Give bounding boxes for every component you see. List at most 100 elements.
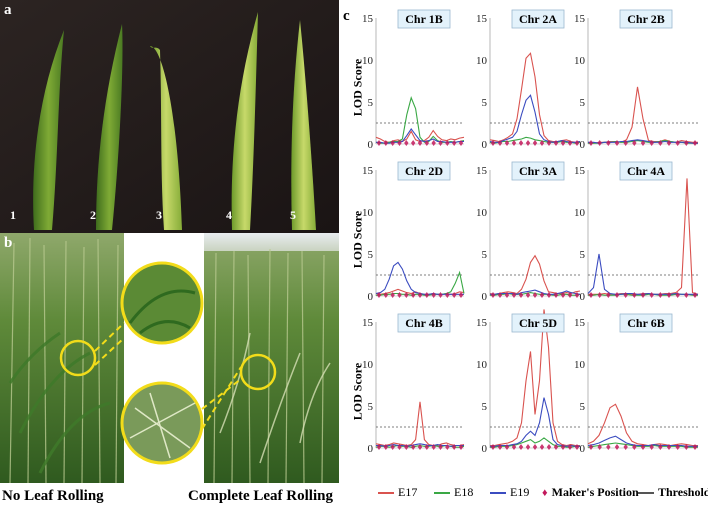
y-tick-label: 0 — [482, 291, 488, 303]
series-e18-chr-2d — [376, 270, 465, 296]
y-tick-label: 10 — [362, 359, 374, 371]
marker-diamond — [417, 292, 423, 298]
marker-diamond — [518, 292, 524, 298]
marker-diamond — [397, 140, 402, 146]
marker-diamond — [451, 444, 457, 450]
leaves-illustration — [0, 0, 339, 233]
chart-title-chr-2b: Chr 2B — [627, 12, 664, 26]
marker-diamond — [567, 444, 573, 450]
legend-swatch-e19 — [490, 492, 506, 495]
chart-title-chr-5d: Chr 5D — [519, 316, 557, 330]
marker-diamond — [692, 292, 698, 298]
marker-diamond — [376, 292, 382, 298]
chart-title-box-chr-4a — [619, 161, 673, 181]
panel-label-b: b — [4, 235, 13, 251]
chart-title-chr-3a: Chr 3A — [519, 164, 557, 178]
marker-diamond — [658, 140, 663, 146]
marker-diamond — [410, 140, 416, 146]
marker-diamond — [404, 140, 409, 146]
caption-complete-leaf-rolling: Complete Leaf Rolling — [188, 488, 333, 504]
marker-diamond — [539, 292, 545, 298]
legend-swatch-e17 — [378, 492, 394, 495]
marker-diamond — [553, 292, 559, 298]
y-tick-label: 15 — [476, 317, 488, 329]
marker-diamond — [376, 444, 382, 450]
series-e17-chr-3a — [489, 254, 581, 295]
chart-chr-2a: 0 5 10 15 Chr 2A — [476, 9, 581, 151]
legend-item-e17: E17 — [378, 485, 417, 500]
marker-diamond — [424, 140, 430, 146]
marker-diamond — [431, 140, 436, 146]
marker-diamond — [640, 444, 646, 450]
marker-diamond — [546, 292, 552, 298]
legend-item-e19: E19 — [490, 485, 529, 500]
marker-diamond — [417, 140, 423, 146]
marker-diamond — [560, 292, 566, 298]
marker-diamond — [445, 292, 450, 298]
marker-diamond — [511, 292, 517, 298]
y-tick-label: 15 — [574, 317, 586, 329]
marker-diamond — [397, 444, 402, 450]
marker-diamond — [546, 140, 552, 146]
y-tick-label: 15 — [476, 13, 488, 25]
y-tick-label: 15 — [476, 165, 488, 177]
leaf-2 — [96, 24, 123, 230]
panel-a-photo: a 1 2 3 4 5 — [0, 0, 339, 233]
legend-label-threshold: Threshold 2.5 — [658, 485, 708, 499]
chart-title-box-chr-2a — [511, 9, 565, 29]
chart-title-box-chr-4b — [397, 313, 451, 333]
series-e18-chr-2a — [489, 136, 581, 144]
y-tick-label: 10 — [574, 207, 586, 219]
series-e17-chr-2a — [489, 52, 581, 143]
y-tick-label: 5 — [482, 97, 488, 109]
marker-diamond — [504, 140, 510, 146]
marker-diamond — [649, 444, 654, 450]
marker-diamond — [574, 292, 580, 298]
series-e18-chr-1b — [375, 96, 465, 144]
marker-diamond — [675, 140, 680, 146]
chart-title-chr-4b: Chr 4B — [405, 316, 442, 330]
marker-diamond — [390, 292, 395, 298]
marker-diamond — [532, 140, 538, 146]
marker-diamond — [438, 292, 443, 298]
y-tick-label: 0 — [368, 291, 374, 303]
marker-diamond — [376, 140, 382, 146]
marker-diamond — [640, 292, 646, 298]
chart-chr-2d: 0 5 10 15 Chr 2D — [362, 161, 465, 303]
marker-diamond — [574, 444, 580, 450]
leaf-number-1: 1 — [10, 208, 16, 222]
series-e19-chr-3a — [490, 289, 581, 295]
marker-diamond — [511, 140, 517, 146]
legend-label-e18: E18 — [454, 485, 474, 499]
marker-diamond — [539, 444, 545, 450]
marker-diamond — [684, 444, 689, 450]
y-tick-label: 5 — [368, 249, 374, 261]
marker-diamond — [445, 140, 450, 146]
chart-title-chr-2d: Chr 2D — [405, 164, 443, 178]
series-e19-chr-2a — [489, 94, 581, 143]
legend-label-marker: Maker's Position — [551, 485, 639, 499]
chart-title-box-chr-2d — [397, 161, 451, 181]
marker-diamond — [424, 444, 430, 450]
chart-title-chr-6b: Chr 6B — [627, 316, 664, 330]
marker-diamond — [431, 292, 436, 298]
leaf-3 — [150, 46, 182, 230]
marker-diamond — [649, 140, 654, 146]
legend-label-e17: E17 — [398, 485, 418, 499]
legend-label-e19: E19 — [510, 485, 530, 499]
chart-title-chr-2a: Chr 2A — [519, 12, 557, 26]
marker-diamond — [666, 444, 672, 450]
marker-diamond — [692, 140, 698, 146]
marker-diamond — [675, 444, 680, 450]
marker-diamond — [574, 140, 580, 146]
marker-diamond — [567, 292, 573, 298]
series-e17-chr-5d — [490, 309, 580, 447]
marker-diamond — [458, 140, 464, 146]
y-tick-label: 5 — [368, 401, 374, 413]
marker-diamond — [614, 444, 620, 450]
chart-title-box-chr-5d — [511, 313, 565, 333]
marker-diamond — [438, 140, 443, 146]
chart-title-box-chr-1b — [397, 9, 451, 29]
marker-diamond — [458, 444, 464, 450]
marker-diamond — [518, 140, 524, 146]
